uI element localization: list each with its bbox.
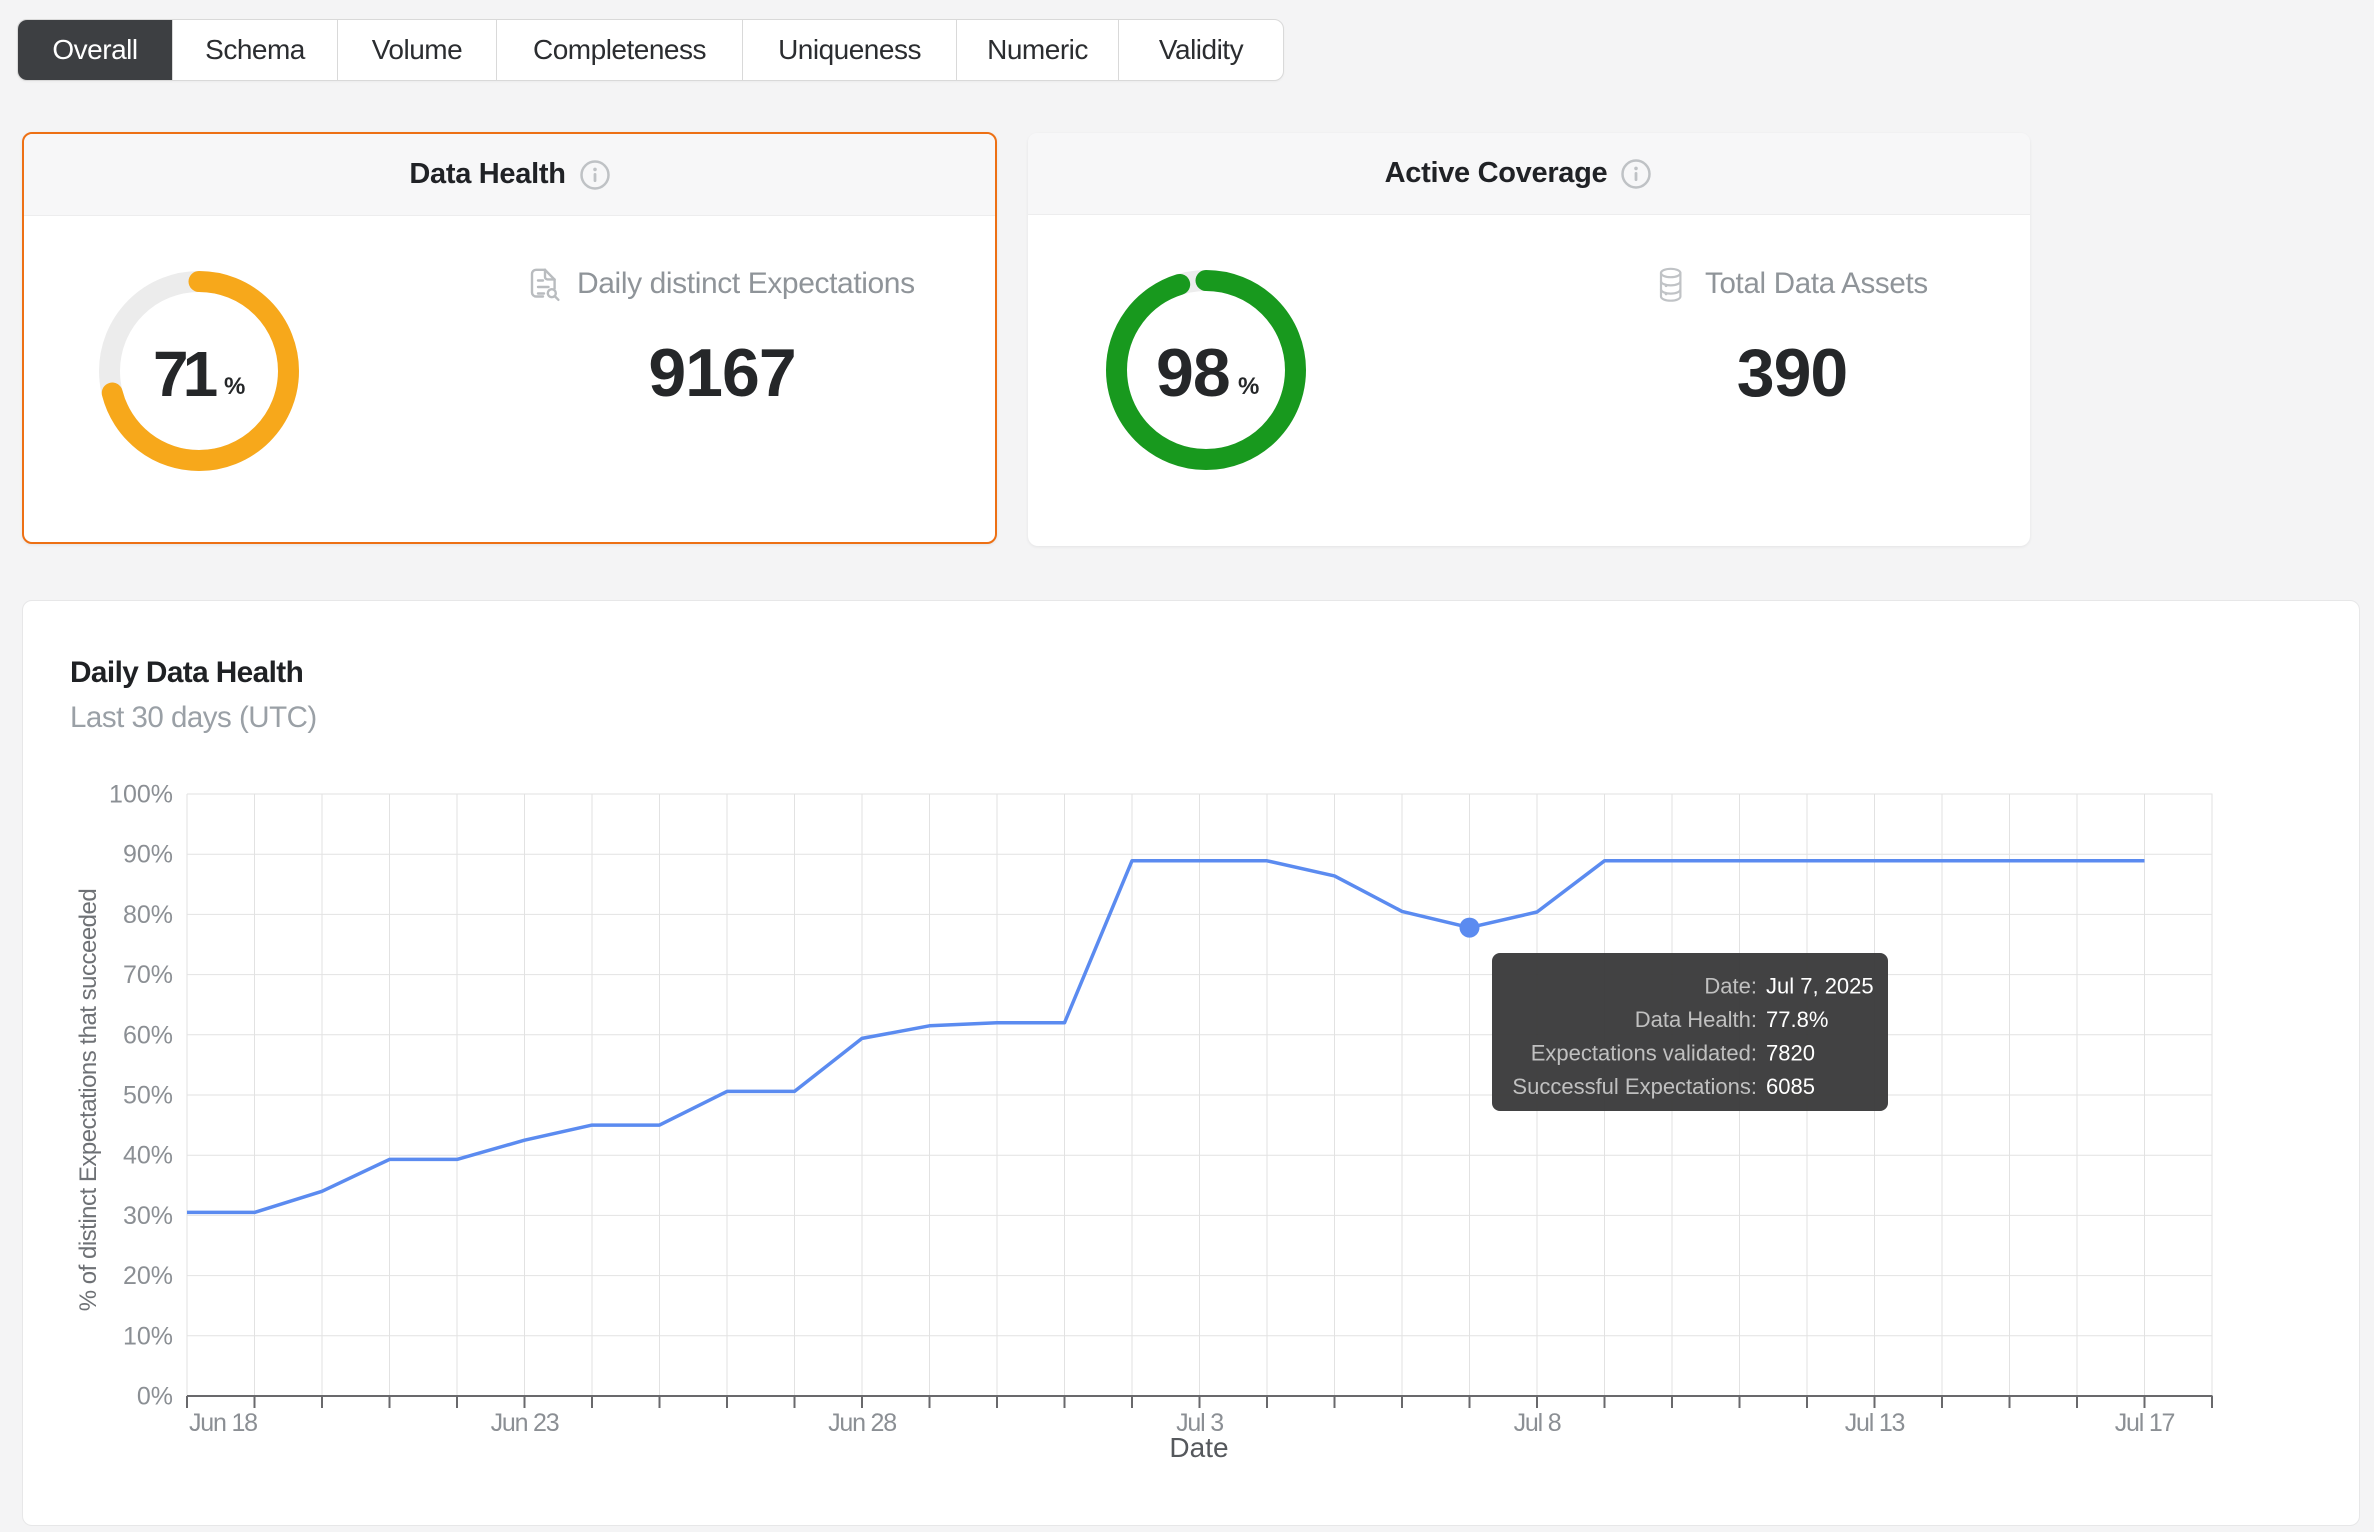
svg-text:71: 71	[153, 338, 217, 410]
svg-text:60%: 60%	[123, 1021, 173, 1049]
svg-text:Jun 23: Jun 23	[491, 1409, 559, 1437]
svg-text:98: 98	[1156, 335, 1230, 411]
svg-text:9167: 9167	[648, 335, 795, 411]
svg-text:Expectations validated:: Expectations validated:	[1531, 1041, 1757, 1066]
svg-text:%: %	[1238, 373, 1259, 400]
svg-text:Jul 13: Jul 13	[1845, 1409, 1905, 1437]
svg-text:0%: 0%	[137, 1383, 173, 1411]
svg-text:90%: 90%	[123, 841, 173, 869]
svg-text:Jul 3: Jul 3	[1176, 1409, 1223, 1437]
svg-text:Daily distinct Expectations: Daily distinct Expectations	[577, 267, 915, 300]
svg-text:70%: 70%	[123, 961, 173, 989]
svg-text:Total Data Assets: Total Data Assets	[1705, 267, 1928, 300]
svg-text:100%: 100%	[109, 781, 173, 809]
svg-text:Jun 28: Jun 28	[828, 1409, 896, 1437]
svg-text:20%: 20%	[123, 1262, 173, 1290]
svg-text:% of distinct Expectations tha: % of distinct Expectations that succeede…	[75, 889, 102, 1311]
svg-text:30%: 30%	[123, 1202, 173, 1230]
svg-text:Date: Date	[1169, 1432, 1228, 1463]
svg-text:7820: 7820	[1766, 1041, 1815, 1066]
svg-text:80%: 80%	[123, 901, 173, 929]
svg-text:390: 390	[1737, 335, 1847, 411]
svg-text:Jun 18: Jun 18	[189, 1409, 257, 1437]
svg-text:10%: 10%	[123, 1322, 173, 1350]
svg-text:Data Health:: Data Health:	[1635, 1007, 1757, 1032]
svg-text:%: %	[224, 373, 245, 400]
svg-text:Date:: Date:	[1704, 974, 1757, 999]
svg-text:77.8%: 77.8%	[1766, 1007, 1828, 1032]
svg-text:Jul 8: Jul 8	[1514, 1409, 1561, 1437]
svg-text:Jul 17: Jul 17	[2115, 1409, 2175, 1437]
svg-text:6085: 6085	[1766, 1074, 1815, 1099]
svg-text:Jul 7, 2025: Jul 7, 2025	[1766, 974, 1874, 999]
svg-text:Successful Expectations:: Successful Expectations:	[1512, 1074, 1757, 1099]
svg-text:50%: 50%	[123, 1082, 173, 1110]
svg-text:40%: 40%	[123, 1142, 173, 1170]
